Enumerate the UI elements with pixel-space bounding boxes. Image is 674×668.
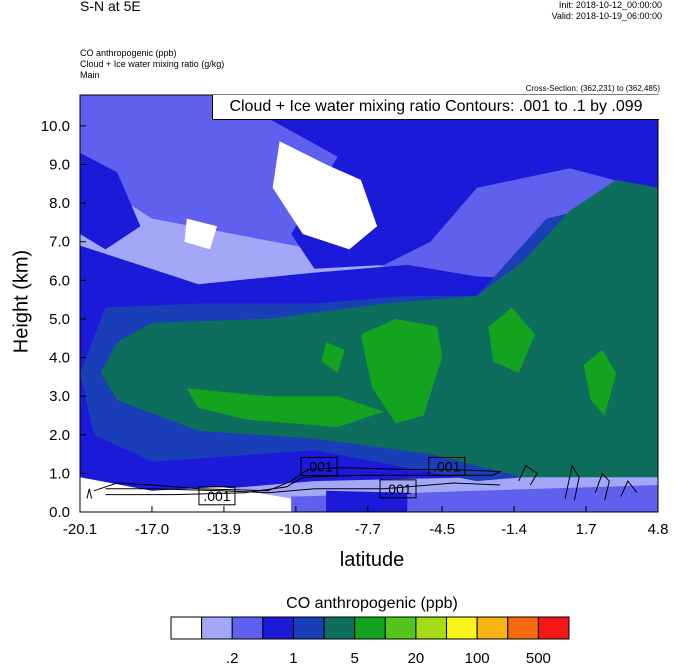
x-tick-label: -4.5 xyxy=(429,521,455,538)
cloud-contour-line xyxy=(620,480,638,497)
fill-region-green-1 xyxy=(186,388,385,428)
contour-label-box xyxy=(379,479,417,499)
init-time: Init: 2018-10-12_00:00:00 xyxy=(558,0,662,10)
colorbar-swatch xyxy=(323,616,356,640)
cloud-contour-line xyxy=(518,464,538,486)
y-tick-label: 6.0 xyxy=(49,272,70,289)
colorbar-label: 1 xyxy=(289,650,297,667)
contour-label-box xyxy=(428,456,466,476)
cloud-contour-line xyxy=(86,488,93,499)
cloud-contour-line xyxy=(564,464,580,501)
cloud-contour-line xyxy=(594,472,610,501)
colorbar-title: CO anthropogenic (ppb) xyxy=(286,595,458,612)
colorbar-swatch xyxy=(231,616,264,640)
colorbar-label: 500 xyxy=(526,650,551,667)
y-tick-label: 8.0 xyxy=(49,195,70,212)
colorbar-swatch xyxy=(476,616,509,640)
fill-region-green-4 xyxy=(321,342,345,373)
field-line-domain: Main xyxy=(80,70,100,80)
fill-region-white-small xyxy=(184,218,217,250)
colorbar-swatch xyxy=(415,616,448,640)
y-axis-label: Height (km) xyxy=(10,249,33,354)
x-tick-label: -13.9 xyxy=(207,521,241,538)
contour-label-box xyxy=(300,456,338,476)
colorbar-swatch xyxy=(262,616,294,640)
cross-section-label: Cross-Section: (362,231) to (362,485) xyxy=(525,84,660,93)
chart-title: S-N at 5E xyxy=(80,0,141,14)
y-tick-label: 3.0 xyxy=(49,388,70,405)
colorbar-label: 5 xyxy=(351,650,359,667)
fill-region-white-upper xyxy=(272,141,378,250)
x-tick-label: -7.7 xyxy=(355,521,381,538)
y-tick-label: 7.0 xyxy=(49,234,70,251)
y-tick-label: 10.0 xyxy=(41,118,70,135)
colorbar: .2 1 5 20 100 500 xyxy=(170,616,570,667)
colorbar-swatch xyxy=(384,616,417,640)
contour-label: .001 xyxy=(203,488,230,504)
fill-region-green-2 xyxy=(360,318,443,424)
y-tick-label: 0.0 xyxy=(49,504,70,521)
axes: -20.1 -17.0 -13.9 -10.8 -7.7 -4.5 -1.4 1.7 4.8 0.… xyxy=(41,118,669,538)
colorbar-swatch xyxy=(201,616,233,640)
colorbar-swatch xyxy=(446,616,478,640)
colorbar-swatch xyxy=(354,616,386,640)
valid-time: Valid: 2018-10-19_06:00:00 xyxy=(551,11,662,21)
y-tick-label: 5.0 xyxy=(49,311,70,328)
filled-contours xyxy=(80,95,658,512)
contour-label: .001 xyxy=(433,458,460,474)
x-tick-label: 4.8 xyxy=(648,521,669,538)
x-tick-label: -10.8 xyxy=(279,521,313,538)
cloud-contour-line xyxy=(105,482,501,494)
x-tick-label: -1.4 xyxy=(501,521,527,538)
cloud-contour-line xyxy=(93,467,503,496)
x-tick-label: -17.0 xyxy=(135,521,169,538)
x-tick-label: -20.1 xyxy=(63,521,97,538)
colorbar-swatch xyxy=(537,616,570,640)
cloud-contour-lines: .001 .001 .001 .001 xyxy=(86,456,638,506)
colorbar-label: 20 xyxy=(408,650,425,667)
colorbar-swatch xyxy=(292,616,325,640)
contour-label: .001 xyxy=(305,458,332,474)
fill-region-green-5 xyxy=(583,349,617,416)
y-tick-label: 9.0 xyxy=(49,157,70,174)
fill-region-surface-dark xyxy=(326,490,408,512)
y-tick-label: 2.0 xyxy=(49,427,70,444)
fill-region-green-3 xyxy=(488,307,535,373)
field-line-co: CO anthropogenic (ppb) xyxy=(80,48,177,58)
colorbar-label: .2 xyxy=(226,650,239,667)
colorbar-label: 100 xyxy=(465,650,490,667)
fill-region-dark-blue-left xyxy=(80,152,141,250)
y-tick-label: 4.0 xyxy=(49,350,70,367)
contour-annotation: Cloud + Ice water mixing ratio Contours:… xyxy=(212,95,659,120)
contour-label-box xyxy=(198,486,236,506)
y-tick-label: 1.0 xyxy=(49,465,70,482)
contour-label: .001 xyxy=(384,481,411,497)
field-line-cloud: Cloud + Ice water mixing ratio (g/kg) xyxy=(80,59,225,69)
colorbar-swatch xyxy=(507,616,539,640)
x-tick-label: 1.7 xyxy=(576,521,597,538)
x-axis-label: latitude xyxy=(339,549,405,571)
colorbar-swatch xyxy=(170,616,203,640)
